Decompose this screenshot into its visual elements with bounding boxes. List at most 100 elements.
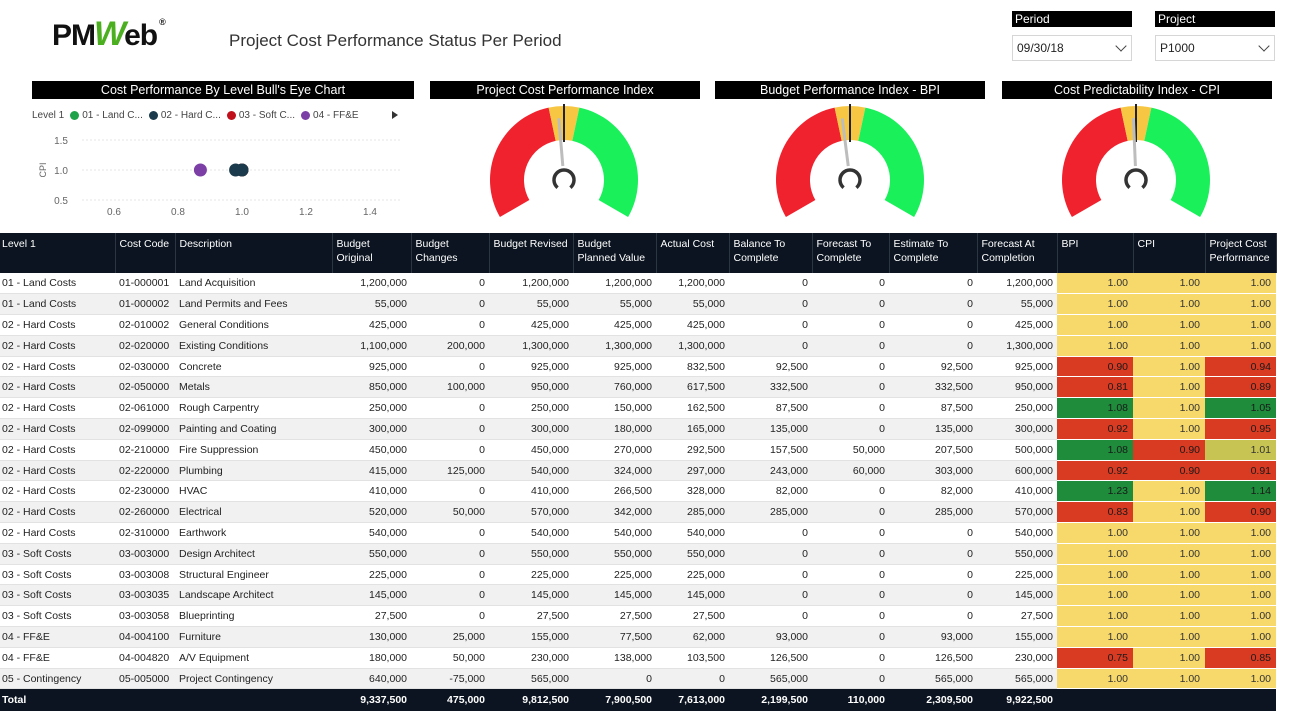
scatter-point[interactable] (235, 163, 249, 177)
table-cell: 02 - Hard Costs (0, 480, 115, 503)
table-row[interactable]: 03 - Soft Costs 03-003058 Blueprinting 27,5… (0, 605, 1276, 628)
table-row[interactable]: 01 - Land Costs 01-000001 Land Acquisition… (0, 273, 1276, 295)
table-cell: 02 - Hard Costs (0, 460, 115, 482)
table-row[interactable]: 05 - Contingency 05-005000 Project Conting… (0, 668, 1276, 690)
table-cell: 0 (729, 522, 812, 544)
table-row[interactable]: 03 - Soft Costs 03-003035 Landscape Archit… (0, 584, 1276, 607)
chevron-down-icon[interactable] (1115, 40, 1127, 52)
gauge-hub (838, 168, 862, 189)
table-cell: 950,000 (489, 376, 573, 399)
table-cell: 270,000 (573, 439, 656, 461)
table-cell: 540,000 (656, 522, 729, 544)
table-cell: 27,500 (656, 605, 729, 628)
column-header[interactable]: Level 1 (0, 233, 116, 273)
table-cell: 1,200,000 (489, 273, 573, 295)
column-header[interactable]: Balance To Complete (729, 233, 813, 273)
table-row[interactable]: 02 - Hard Costs 02-230000 HVAC 410,000 0 410,… (0, 480, 1276, 503)
total-cell: 9,337,500 (332, 688, 411, 711)
project-dropdown[interactable]: P1000 (1155, 35, 1275, 61)
table-cell: 50,000 (411, 501, 489, 524)
table-row[interactable]: 02 - Hard Costs 02-020000 Existing Conditi… (0, 335, 1276, 357)
table-cell: 1.00 (1133, 522, 1205, 544)
table-cell: 266,500 (573, 480, 656, 503)
table-row[interactable]: 04 - FF&E 04-004820 A/V Equipment 180,000 50… (0, 647, 1276, 669)
legend-item[interactable]: 02 - Hard C... (148, 110, 221, 121)
table-row[interactable]: 02 - Hard Costs 02-030000 Concrete 925,000 0… (0, 356, 1276, 378)
table-cell: 1.00 (1057, 584, 1133, 607)
column-header[interactable]: Forecast At Completion (977, 233, 1058, 273)
table-cell: 1.00 (1057, 522, 1133, 544)
table-cell: Plumbing (175, 460, 332, 482)
table-cell: 0 (889, 605, 977, 628)
legend-next-arrow-icon[interactable] (392, 111, 398, 119)
table-row[interactable]: 03 - Soft Costs 03-003000 Design Architect… (0, 543, 1276, 565)
table-cell: 0.90 (1133, 460, 1205, 482)
table-cell: 05-005000 (115, 668, 175, 690)
project-slicer[interactable]: Project P1000 (1155, 11, 1275, 61)
table-row[interactable]: 02 - Hard Costs 02-260000 Electrical 520,00… (0, 501, 1276, 524)
column-header[interactable]: Estimate To Complete (889, 233, 978, 273)
table-row[interactable]: 04 - FF&E 04-004100 Furniture 130,000 25,000… (0, 626, 1276, 648)
total-cell: 9,922,500 (977, 688, 1057, 711)
page-title: Project Cost Performance Status Per Peri… (229, 31, 562, 50)
table-row[interactable]: 02 - Hard Costs 02-310000 Earthwork 540,000… (0, 522, 1276, 544)
table-cell: 0 (889, 584, 977, 607)
table-cell: 1.00 (1133, 668, 1205, 690)
column-header[interactable]: Budget Revised (489, 233, 574, 273)
table-row[interactable]: 02 - Hard Costs 02-050000 Metals 850,000 100… (0, 376, 1276, 399)
table-row[interactable]: 01 - Land Costs 01-000002 Land Permits and… (0, 293, 1276, 316)
table-row[interactable]: 02 - Hard Costs 02-220000 Plumbing 415,000 1… (0, 460, 1276, 482)
table-cell: 0 (573, 668, 656, 690)
table-cell: 0.85 (1205, 647, 1276, 669)
table-cell: 925,000 (332, 356, 411, 378)
table-row[interactable]: 02 - Hard Costs 02-099000 Painting and Coa… (0, 418, 1276, 440)
column-header[interactable]: BPI (1057, 233, 1134, 273)
table-cell: 55,000 (656, 293, 729, 316)
column-header[interactable]: Forecast To Complete (812, 233, 890, 273)
column-header[interactable]: Actual Cost (656, 233, 730, 273)
table-cell: 0 (889, 293, 977, 316)
table-cell: 1.00 (1057, 314, 1133, 336)
column-header[interactable]: Budget Changes (411, 233, 490, 273)
table-row[interactable]: 02 - Hard Costs 02-210000 Fire Suppression… (0, 439, 1276, 461)
table-cell: 0 (889, 543, 977, 565)
table-cell: 1,200,000 (332, 273, 411, 295)
table-cell: 565,000 (889, 668, 977, 690)
table-cell: 125,000 (411, 460, 489, 482)
table-cell: 04 - FF&E (0, 647, 115, 669)
column-header[interactable]: Cost Code (115, 233, 176, 273)
table-cell: 0 (411, 273, 489, 295)
table-row[interactable]: 02 - Hard Costs 02-061000 Rough Carpentry 2… (0, 397, 1276, 420)
table-cell: 0 (729, 293, 812, 316)
table-cell: 02 - Hard Costs (0, 335, 115, 357)
table-cell: 1.00 (1057, 543, 1133, 565)
period-dropdown[interactable]: 09/30/18 (1012, 35, 1132, 61)
column-header[interactable]: CPI (1133, 233, 1206, 273)
column-header[interactable]: Budget Original (332, 233, 412, 273)
table-cell: 300,000 (489, 418, 573, 440)
scatter-point[interactable] (193, 163, 207, 177)
x-tick-label: 1.2 (299, 207, 313, 218)
legend-item[interactable]: 01 - Land C... (70, 110, 143, 121)
table-cell: 425,000 (573, 314, 656, 336)
table-cell: 1.00 (1057, 293, 1133, 316)
legend-item[interactable]: 04 - FF&E (301, 110, 359, 121)
column-header[interactable]: Project Cost Performance (1205, 233, 1277, 273)
period-label: Period (1012, 11, 1132, 27)
table-cell: 0.90 (1057, 356, 1133, 378)
table-cell: 02-050000 (115, 376, 175, 399)
table-row[interactable]: 02 - Hard Costs 02-010002 General Conditio… (0, 314, 1276, 336)
table-cell: 0 (411, 564, 489, 586)
column-header[interactable]: Description (175, 233, 333, 273)
column-header[interactable]: Budget Planned Value (573, 233, 657, 273)
table-cell: 01 - Land Costs (0, 273, 115, 295)
period-slicer[interactable]: Period 09/30/18 (1012, 11, 1132, 61)
chevron-down-icon[interactable] (1258, 40, 1270, 52)
table-row[interactable]: 03 - Soft Costs 03-003008 Structural Engin… (0, 564, 1276, 586)
table-cell: 1.00 (1133, 564, 1205, 586)
table-cell: 1.00 (1133, 273, 1205, 295)
table-cell: 1.00 (1133, 501, 1205, 524)
table-cell: 03 - Soft Costs (0, 564, 115, 586)
legend-item[interactable]: 03 - Soft C... (226, 110, 295, 121)
table-cell: 27,500 (489, 605, 573, 628)
